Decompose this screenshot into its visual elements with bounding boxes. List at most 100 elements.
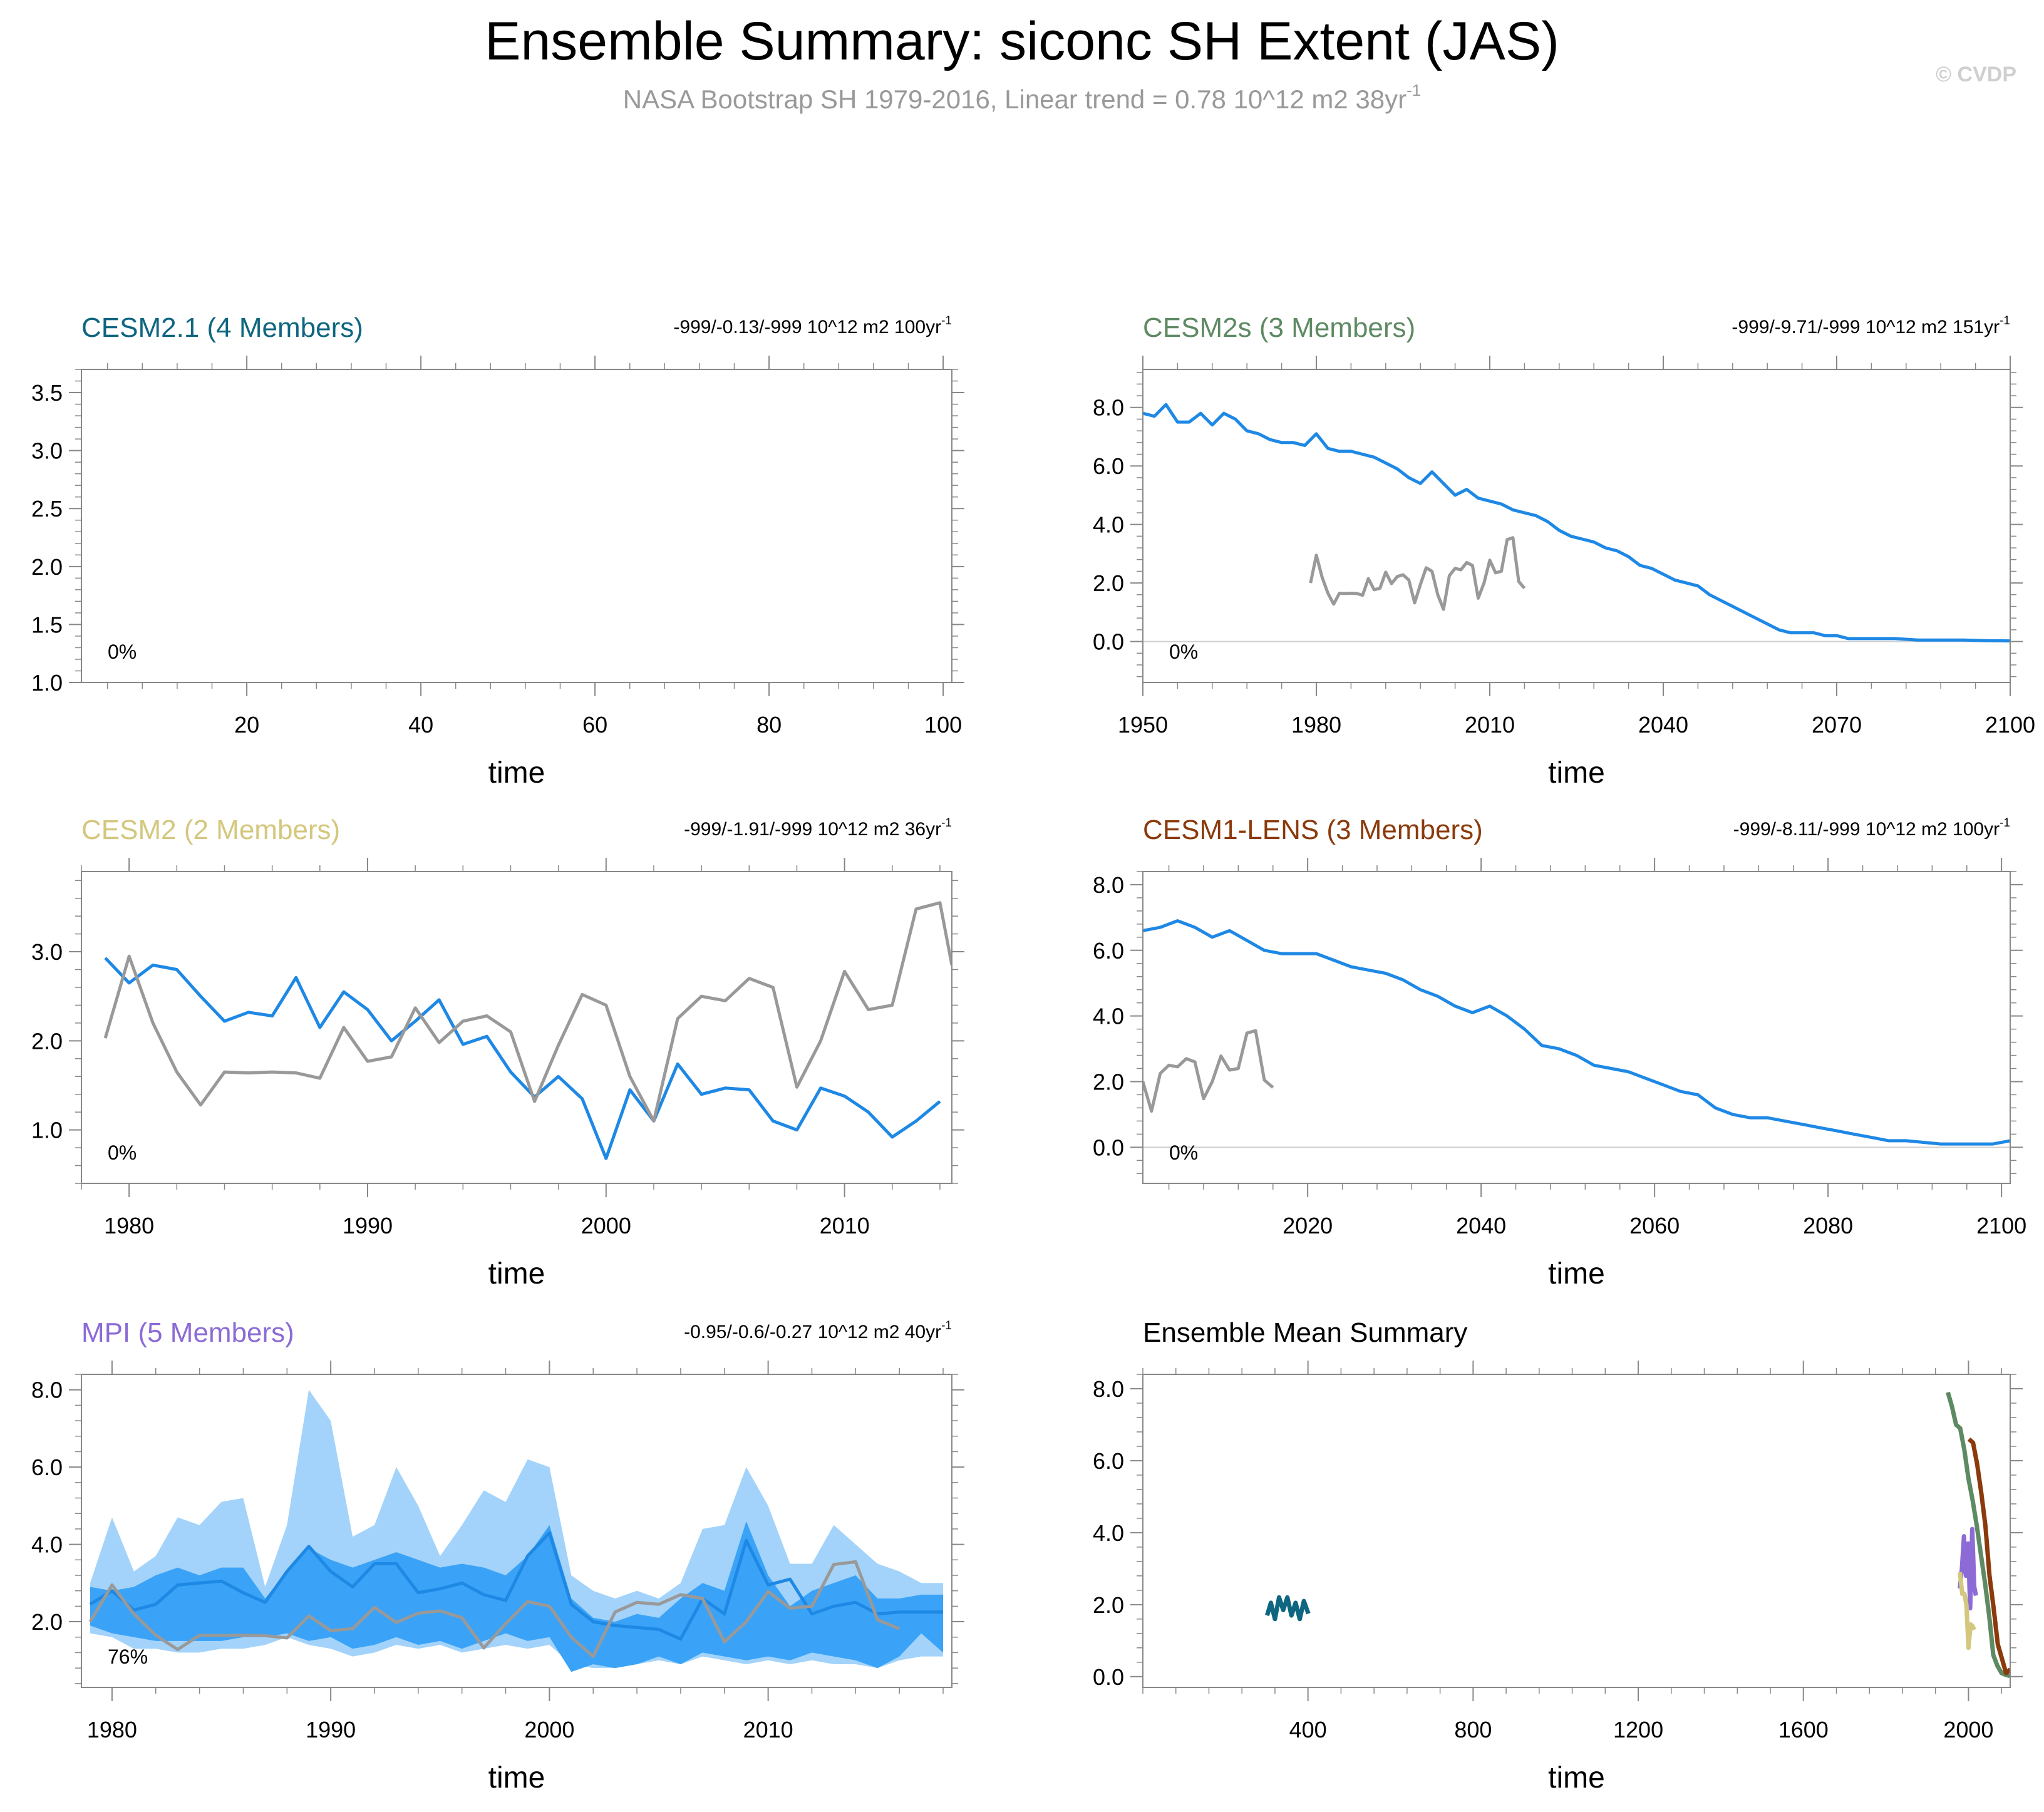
y-tick-label: 6.0 [31,1454,63,1480]
series-line-1 [89,1531,943,1641]
panel-trend: -999/-8.11/-999 10^12 m2 100yr-1 [1733,816,2010,840]
y-tick-label: 1.0 [31,1118,63,1143]
panel-title: Ensemble Mean Summary [1143,1317,1467,1348]
x-tick-label: 1990 [306,1717,356,1743]
panel-trend: -999/-9.71/-999 10^12 m2 151yr-1 [1732,314,2010,337]
series-line-5 [1958,1572,1976,1650]
y-tick-label: 8.0 [1093,395,1124,421]
panel-3: CESM2 (2 Members) -999/-1.91/-999 10^12 m… [31,815,964,1290]
series-line-1 [1143,403,2010,643]
series-line-2 [1143,1029,1274,1113]
panel-trend-sup: -1 [941,816,952,830]
x-tick-label: 2010 [1465,712,1515,738]
plot-area [1265,1391,2010,1678]
x-tick-label: 2100 [1976,1213,2026,1238]
x-tick-label: 2070 [1812,712,1862,738]
y-tick-label: 3.0 [31,438,63,464]
y-tick-label: 2.5 [31,496,63,522]
panel-5: MPI (5 Members) -0.95/-0.6/-0.27 10^12 m2… [31,1317,964,1794]
x-tick-label: 2080 [1803,1213,1853,1238]
plot-area [88,1389,943,1672]
x-tick-label: 1600 [1778,1717,1829,1743]
y-tick-label: 3.0 [31,939,63,965]
panel-trend-text: -999/-9.71/-999 10^12 m2 151yr [1732,317,2000,337]
percent-label: 0% [108,641,137,663]
x-tick-label: 800 [1454,1717,1492,1743]
panels-group: CESM2.1 (4 Members) -999/-0.13/-999 10^12… [31,312,2035,1794]
series-line-2 [88,1560,901,1659]
x-tick-label: 1990 [343,1213,393,1238]
figure-subtitle-sup: -1 [1407,81,1421,100]
x-axis-label: time [488,1257,545,1290]
series-line-2 [1309,536,1526,611]
figure-title: Ensemble Summary: siconc SH Extent (JAS) [485,11,1559,71]
x-tick-label: 2010 [743,1717,793,1743]
x-tick-label: 1980 [104,1213,154,1238]
spread-band-2 [90,1521,943,1672]
x-tick-label: 40 [408,712,433,738]
panel-trend-text: -0.95/-0.6/-0.27 10^12 m2 40yr [684,1322,941,1342]
x-tick-label: 2100 [1985,712,2035,738]
panel-trend-sup: -1 [2000,314,2010,327]
figure-subtitle-text: NASA Bootstrap SH 1979-2016, Linear tren… [623,85,1407,114]
y-tick-label: 2.0 [1093,570,1124,596]
x-tick-label: 2000 [1943,1717,1993,1743]
x-axis-label: time [1548,756,1605,790]
series-line-1 [1143,919,2010,1146]
percent-label: 0% [1169,641,1198,663]
series-line-2 [103,901,952,1123]
plot-frame [81,1374,952,1688]
panel-trend: -0.95/-0.6/-0.27 10^12 m2 40yr-1 [684,1319,952,1342]
panel-2: CESM2s (3 Members) -999/-9.71/-999 10^12 … [1093,312,2035,790]
panel-4: CESM1-LENS (3 Members) -999/-8.11/-999 10… [1093,815,2026,1290]
panel-trend-sup: -1 [2000,816,2010,830]
y-tick-label: 6.0 [1093,453,1124,479]
y-tick-label: 2.0 [31,1028,63,1054]
y-tick-label: 3.5 [31,380,63,406]
x-tick-label: 1980 [87,1717,137,1743]
series-line-1 [1265,1595,1311,1622]
plot-area [103,901,952,1160]
panel-1: CESM2.1 (4 Members) -999/-0.13/-999 10^12… [31,312,964,790]
panel-trend-text: -999/-8.11/-999 10^12 m2 100yr [1733,819,2000,840]
percent-label: 0% [1169,1141,1198,1164]
x-tick-label: 1200 [1613,1717,1663,1743]
plot-frame [1142,871,2011,1184]
plot-frame [81,871,952,1184]
panel-title: MPI (5 Members) [81,1317,294,1348]
x-tick-label: 80 [756,712,782,738]
plot-frame [1142,1374,2011,1688]
plot-area [1143,919,2010,1146]
figure-subtitle: NASA Bootstrap SH 1979-2016, Linear tren… [623,81,1421,114]
panel-title: CESM2s (3 Members) [1143,312,1415,343]
series-line-1 [104,957,941,1160]
x-axis-label: time [1548,1761,1605,1794]
x-tick-label: 100 [924,712,962,738]
y-tick-label: 6.0 [1093,938,1124,964]
x-tick-label: 1950 [1118,712,1168,738]
x-tick-label: 20 [234,712,259,738]
x-tick-label: 400 [1289,1717,1327,1743]
percent-label: 76% [108,1645,148,1668]
x-tick-label: 1980 [1291,712,1341,738]
panel-6: Ensemble Mean Summary 0.0 2.0 4.0 6.0 8.0 400 8… [1093,1317,2023,1794]
y-tick-label: 4.0 [1093,512,1124,538]
x-tick-label: 2060 [1629,1213,1680,1238]
y-tick-label: 4.0 [1093,1520,1124,1546]
x-axis-label: time [488,1761,545,1794]
y-tick-label: 2.0 [31,1609,63,1635]
panel-trend-text: -999/-0.13/-999 10^12 m2 100yr [673,317,941,337]
x-axis-label: time [1548,1257,1605,1290]
y-tick-label: 2.0 [31,554,63,580]
plot-frame [81,369,952,683]
panel-title: CESM2.1 (4 Members) [81,312,363,343]
y-tick-label: 4.0 [1093,1004,1124,1029]
plot-frame [1142,369,2011,683]
x-tick-label: 60 [582,712,607,738]
x-tick-label: 2040 [1456,1213,1506,1238]
panel-trend-sup: -1 [941,314,952,327]
y-tick-label: 6.0 [1093,1448,1124,1474]
y-tick-label: 1.0 [31,670,63,696]
y-tick-label: 8.0 [31,1377,63,1403]
series-line-3 [1967,1437,2010,1676]
